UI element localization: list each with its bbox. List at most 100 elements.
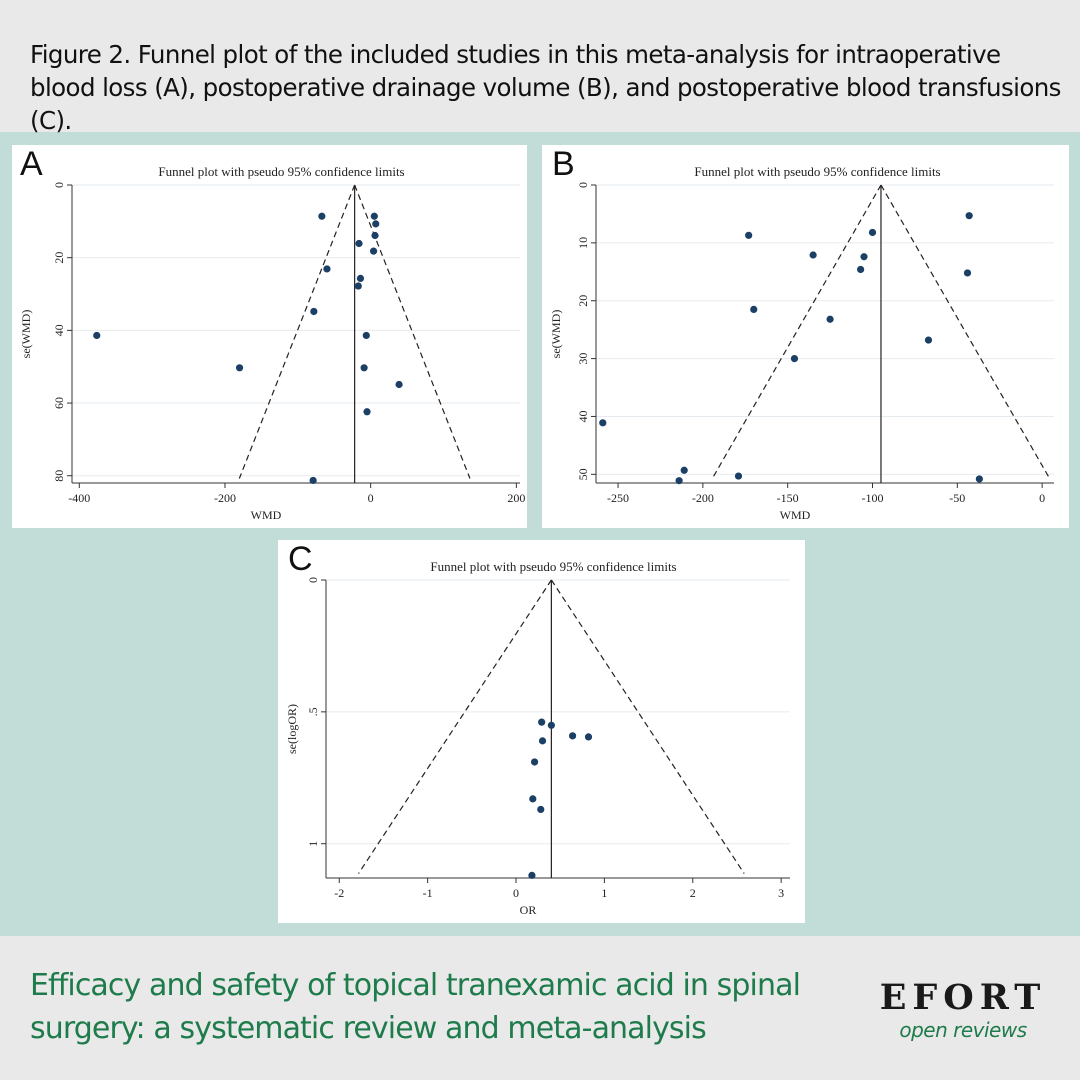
x-tick-label-b-1: -200 [692, 491, 714, 505]
panel-label-b: B [552, 145, 575, 183]
study-point-b-4 [860, 253, 868, 261]
y-tick-label-b-3: 30 [576, 353, 590, 365]
plot-area-c [326, 580, 790, 878]
x-axis-title-a: WMD [251, 508, 282, 522]
y-tick-label-a-2: 40 [52, 324, 66, 336]
x-tick-label-a-0: -400 [68, 491, 90, 505]
x-axis-title-b: WMD [780, 508, 811, 522]
chart-title-c: Funnel plot with pseudo 95% confidence l… [430, 559, 676, 574]
chart-title-a: Funnel plot with pseudo 95% confidence l… [158, 164, 404, 179]
study-point-a-16 [309, 476, 317, 485]
study-point-a-10 [362, 331, 370, 340]
study-point-a-14 [395, 380, 403, 389]
panel-label-a: A [20, 145, 43, 183]
chart-title-b: Funnel plot with pseudo 95% confidence l… [694, 164, 940, 179]
study-point-a-8 [354, 282, 362, 290]
y-tick-label-b-0: 0 [576, 182, 590, 188]
x-tick-label-c-3: 1 [601, 886, 607, 900]
study-point-c-6 [529, 795, 537, 803]
study-point-b-3 [809, 251, 817, 259]
x-axis-title-c: OR [520, 903, 537, 917]
logo-subtitle: open reviews [899, 1018, 1027, 1042]
y-tick-label-c-2: 1 [306, 841, 320, 847]
y-axis-title-b: se(WMD) [549, 310, 563, 359]
study-point-a-15 [363, 408, 371, 416]
study-point-b-14 [675, 477, 683, 485]
study-point-c-1 [547, 721, 555, 729]
confidence-limit-left-a [238, 184, 356, 479]
study-point-a-7 [356, 274, 365, 282]
y-tick-label-b-5: 50 [576, 468, 590, 480]
study-point-a-11 [93, 331, 101, 340]
study-point-a-3 [371, 231, 379, 240]
study-point-a-9 [310, 307, 318, 316]
funnel-plot-b: 0 10 20 30 40 50 -250 -200 -150 -100 -50 0 WMD se(WMD… [549, 164, 1054, 522]
study-point-c-3 [584, 733, 593, 741]
y-tick-label-b-2: 20 [576, 295, 590, 307]
study-point-c-4 [538, 737, 547, 745]
y-tick-label-a-0: 0 [52, 182, 66, 188]
study-point-b-15 [975, 475, 983, 483]
efort-logo: EFORT open reviews [868, 978, 1058, 1048]
study-point-b-5 [857, 265, 865, 274]
x-tick-label-c-0: -2 [334, 886, 344, 900]
study-point-c-7 [537, 805, 545, 814]
study-point-b-10 [790, 354, 799, 363]
x-tick-label-a-3: 200 [507, 491, 525, 505]
study-point-b-7 [750, 305, 758, 314]
study-point-a-4 [355, 239, 363, 248]
funnel-plot-a-panel: 0 20 40 60 80 -400 -200 0 200 WMD se(WMD) Funnel pl… [12, 145, 527, 528]
confidence-limit-right-c [550, 579, 745, 874]
confidence-limit-left-b [711, 184, 882, 479]
funnel-plot-c-panel: 0 .5 1 -2 -1 0 1 2 3 OR se(logOR) Funnel plot with … [278, 540, 805, 923]
x-tick-label-b-4: -50 [949, 491, 965, 505]
study-point-c-5 [530, 758, 539, 766]
study-point-a-1 [370, 212, 378, 220]
x-tick-label-c-2: 0 [513, 886, 519, 900]
study-point-a-6 [323, 265, 331, 273]
funnel-plot-c: 0 .5 1 -2 -1 0 1 2 3 OR se(logOR) Funnel plot with … [285, 559, 790, 917]
study-point-c-0 [538, 718, 546, 726]
panel-label-c: C [288, 540, 313, 578]
funnel-plot-b-panel: 0 10 20 30 40 50 -250 -200 -150 -100 -50 0 WMD se(WMD… [542, 145, 1069, 528]
x-tick-label-a-1: -200 [214, 491, 236, 505]
y-tick-label-b-4: 40 [576, 410, 590, 422]
study-point-b-0 [965, 212, 973, 220]
study-point-a-0 [318, 212, 326, 220]
x-tick-label-b-0: -250 [607, 491, 629, 505]
y-tick-label-c-1: .5 [306, 707, 320, 716]
study-point-b-12 [680, 466, 688, 474]
footer-band: Efficacy and safety of topical tranexami… [0, 936, 1080, 1080]
x-tick-label-c-4: 2 [690, 886, 696, 900]
study-point-a-2 [372, 220, 380, 228]
study-point-b-13 [734, 472, 743, 480]
confidence-limit-left-c [358, 579, 552, 874]
y-tick-label-a-1: 20 [52, 252, 66, 264]
study-point-a-12 [235, 364, 244, 372]
study-point-b-1 [868, 228, 877, 237]
logo-wordmark: EFORT [879, 977, 1047, 1018]
x-tick-label-c-1: -1 [423, 886, 433, 900]
y-axis-title-c: se(logOR) [285, 704, 299, 754]
y-axis-title-a: se(WMD) [19, 310, 33, 359]
study-point-b-9 [924, 336, 933, 344]
study-point-b-11 [599, 419, 607, 427]
x-tick-label-b-2: -150 [777, 491, 799, 505]
funnel-plot-a: 0 20 40 60 80-400 -200 0 200 WMD se(WMD) Funnel pl… [19, 164, 525, 522]
x-tick-label-b-3: -100 [861, 491, 883, 505]
y-tick-label-b-1: 10 [576, 237, 590, 249]
study-point-c-8 [528, 871, 536, 879]
study-point-b-6 [963, 269, 972, 277]
study-point-a-5 [369, 247, 378, 255]
x-tick-label-b-5: 0 [1039, 491, 1045, 505]
y-tick-label-c-0: 0 [306, 577, 320, 583]
study-point-b-2 [745, 231, 753, 239]
plot-area-b [596, 185, 1054, 483]
x-tick-label-a-2: 0 [368, 491, 374, 505]
article-title: Efficacy and safety of topical tranexami… [30, 968, 801, 1046]
study-point-c-2 [568, 732, 577, 740]
x-tick-label-c-5: 3 [778, 886, 784, 900]
study-point-b-8 [826, 315, 834, 323]
y-tick-label-a-4: 80 [52, 470, 66, 482]
confidence-limit-right-b [880, 184, 1051, 479]
